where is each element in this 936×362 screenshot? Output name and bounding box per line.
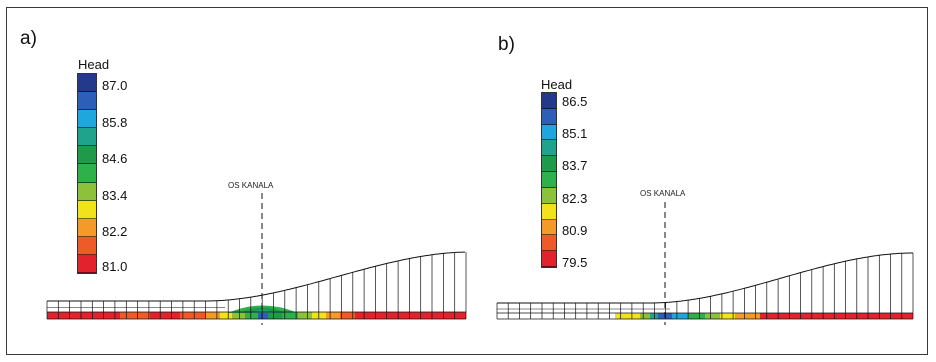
head-color-band — [720, 313, 735, 319]
head-color-band — [205, 312, 220, 319]
head-color-band — [298, 312, 312, 319]
head-color-band — [760, 313, 913, 319]
panel-a-legend-tick: 83.4 — [102, 188, 128, 203]
legend-color-segment — [542, 235, 556, 252]
legend-color-segment — [542, 251, 556, 267]
head-color-band — [615, 313, 640, 319]
panel-b-legend-tick: 85.1 — [562, 126, 588, 141]
legend-color-segment — [542, 140, 556, 157]
head-color-band — [232, 312, 245, 319]
legend-color-segment — [78, 254, 96, 274]
panel-b-legend-tick: 83.7 — [562, 158, 588, 173]
ground-surface-line — [497, 252, 913, 304]
head-color-band — [220, 312, 232, 319]
panel-b-canal-axis-label: OS KANALA — [640, 189, 686, 198]
figure-frame — [6, 7, 928, 355]
head-color-band — [705, 313, 720, 319]
panel-a-cross-section — [46, 193, 467, 325]
legend-color-segment — [78, 182, 96, 201]
panel-b-legend-tick: 80.9 — [562, 223, 588, 238]
panel-b-legend-colorbar — [541, 92, 557, 268]
ground-surface-line — [47, 251, 465, 302]
panel-b-cross-section — [496, 202, 914, 325]
panel-a-legend-tick: 87.0 — [102, 78, 128, 93]
panel-b-legend-tick: 86.5 — [562, 94, 588, 109]
panel-b-legend-title: Head — [541, 77, 573, 92]
legend-color-segment — [542, 203, 556, 220]
head-color-band — [640, 313, 650, 319]
panel-a-legend-title: Head — [78, 57, 110, 72]
head-color-band — [245, 312, 258, 319]
head-color-band — [282, 312, 298, 319]
panel-a-legend-tick: 84.6 — [102, 151, 128, 166]
legend-color-segment — [78, 164, 96, 183]
legend-color-segment — [542, 156, 556, 173]
head-color-band — [258, 312, 268, 319]
head-color-band — [650, 313, 658, 319]
panel-a-label: a) — [20, 28, 37, 49]
head-color-band — [268, 312, 282, 319]
panel-a-canal-axis-label: OS KANALA — [228, 181, 274, 190]
legend-color-segment — [542, 108, 556, 125]
legend-color-segment — [78, 128, 96, 147]
legend-color-segment — [78, 200, 96, 219]
legend-color-segment — [78, 92, 96, 111]
head-color-band — [672, 313, 688, 319]
legend-color-segment — [78, 218, 96, 237]
head-color-band — [326, 312, 340, 319]
panel-a-legend-colorbar — [77, 73, 97, 274]
panel-a-legend-tick: 82.2 — [102, 224, 128, 239]
head-color-band — [180, 312, 205, 319]
head-color-band — [47, 312, 120, 319]
head-color-band — [497, 313, 615, 319]
legend-color-segment — [78, 74, 96, 93]
head-color-band — [688, 313, 705, 319]
panel-a-legend-tick: 85.8 — [102, 115, 128, 130]
head-color-band — [355, 312, 466, 319]
legend-color-segment — [542, 172, 556, 188]
panel-b-legend-tick: 79.5 — [562, 255, 588, 270]
head-color-band — [120, 312, 150, 319]
panel-b-legend-tick: 82.3 — [562, 191, 588, 206]
legend-color-segment — [78, 110, 96, 129]
panel-b-label: b) — [498, 34, 515, 55]
legend-color-segment — [542, 187, 556, 204]
legend-color-segment — [542, 93, 556, 109]
legend-color-segment — [78, 146, 96, 165]
legend-color-segment — [542, 124, 556, 141]
head-color-band — [735, 313, 760, 319]
legend-color-segment — [542, 219, 556, 236]
legend-color-segment — [78, 236, 96, 255]
head-color-band — [150, 312, 180, 319]
head-color-band — [340, 312, 355, 319]
panel-a-legend-tick: 81.0 — [102, 259, 128, 274]
